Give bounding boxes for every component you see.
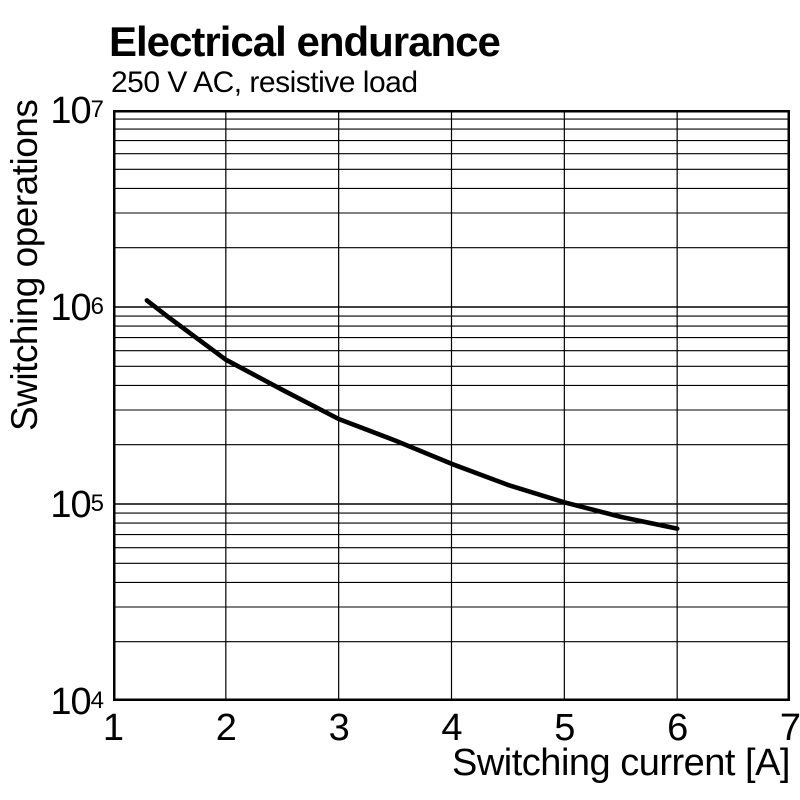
y-axis-label: Switching operations <box>4 99 45 431</box>
x-axis-label: Switching current [A] <box>452 742 790 784</box>
y-tick-label: 107 <box>50 90 104 132</box>
x-tick-label: 7 <box>779 707 800 749</box>
plot-area <box>113 110 790 701</box>
x-tick-label: 4 <box>441 707 462 749</box>
chart-title: Electrical endurance <box>109 18 501 65</box>
x-tick-label: 5 <box>554 707 575 749</box>
plot-border <box>113 110 790 701</box>
x-tick-label: 2 <box>215 707 237 749</box>
chart-subtitle: 250 V AC, resistive load <box>111 66 418 99</box>
x-tick-label: 1 <box>102 707 124 749</box>
chart-svg <box>113 110 790 701</box>
y-tick-label: 105 <box>50 484 104 526</box>
x-tick-label: 3 <box>328 707 350 749</box>
endurance-curve <box>144 298 680 531</box>
x-tick-label: 6 <box>667 707 688 749</box>
y-tick-label: 104 <box>50 681 104 723</box>
y-tick-label: 106 <box>50 287 104 329</box>
